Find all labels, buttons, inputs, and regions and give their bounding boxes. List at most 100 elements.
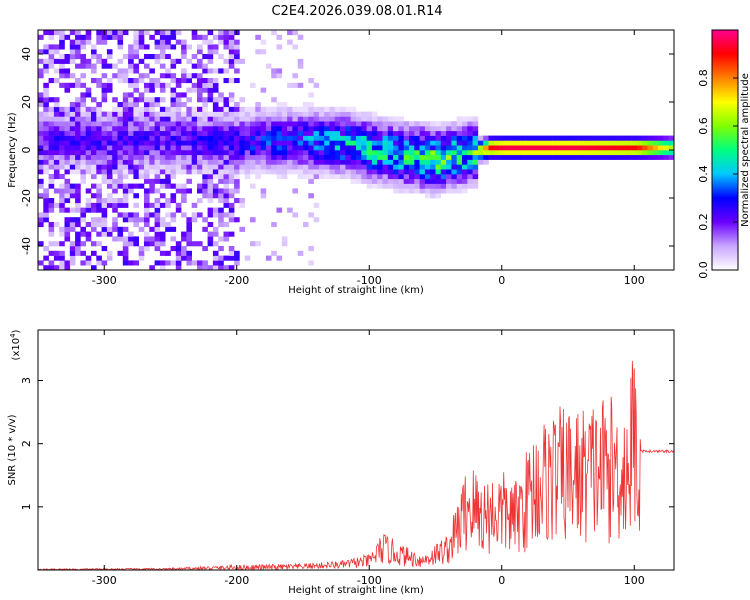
heatmap-cell — [371, 178, 378, 184]
heatmap-cell — [154, 222, 161, 228]
heatmap-cell — [255, 145, 261, 151]
heatmap-cell — [414, 150, 420, 156]
heatmap-cell — [446, 174, 452, 180]
heatmap-cell — [239, 106, 245, 112]
heatmap-cell — [218, 130, 224, 136]
heatmap-cell — [228, 212, 235, 218]
heatmap-cell — [48, 159, 55, 165]
heatmap-cell — [64, 183, 71, 189]
heatmap-cell — [271, 140, 277, 146]
heatmap-cell — [85, 92, 92, 98]
heatmap-cell — [43, 126, 49, 132]
heatmap-cell — [181, 246, 187, 252]
heatmap-cell — [154, 236, 161, 242]
heatmap-cell — [117, 169, 124, 175]
heatmap-cell — [223, 193, 230, 199]
heatmap-cell — [515, 145, 521, 151]
heatmap-cell — [191, 30, 198, 36]
heatmap-cell — [181, 250, 187, 256]
heatmap-cell — [48, 78, 55, 84]
heatmap-cell — [340, 135, 346, 141]
heatmap-cell — [435, 135, 442, 141]
heatmap-cell — [117, 150, 124, 156]
heatmap-cell — [175, 111, 182, 117]
heatmap-cell — [202, 183, 208, 189]
heatmap-cell — [128, 106, 134, 112]
heatmap-cell — [91, 154, 97, 160]
heatmap-cell — [265, 159, 272, 165]
heatmap-cell — [377, 150, 383, 156]
heatmap-cell — [80, 126, 86, 132]
heatmap-cell — [75, 164, 81, 170]
heatmap-cell — [250, 217, 256, 223]
heatmap-cell — [281, 111, 288, 117]
heatmap-cell — [377, 145, 383, 151]
heatmap-cell — [276, 174, 283, 180]
heatmap-cell — [91, 97, 97, 103]
heatmap-cell — [128, 159, 134, 165]
svg-text:(x104): (x104) — [9, 329, 22, 360]
heatmap-cell — [276, 207, 283, 213]
heatmap-cell — [218, 174, 224, 180]
heatmap-cell — [149, 54, 155, 60]
heatmap-cell — [223, 178, 230, 184]
heatmap-cell — [546, 154, 553, 160]
heatmap-cell — [605, 140, 611, 146]
heatmap-cell — [329, 111, 336, 117]
heatmap-cell — [53, 222, 60, 228]
heatmap-cell — [175, 145, 182, 151]
heatmap-cell — [138, 250, 145, 256]
heatmap-cell — [154, 231, 161, 237]
heatmap-cell — [271, 126, 277, 132]
heatmap-cell — [382, 150, 389, 156]
heatmap-cell — [197, 116, 203, 122]
heatmap-cell — [96, 130, 102, 136]
heatmap-cell — [446, 164, 452, 170]
heatmap-cell — [621, 150, 627, 156]
heatmap-cell — [106, 159, 113, 165]
heatmap-cell — [271, 106, 277, 112]
heatmap-cell — [186, 135, 192, 141]
colorbar-ticks: 0.00.20.40.60.8 — [697, 69, 738, 279]
heatmap-cell — [159, 121, 166, 127]
heatmap-cell — [292, 30, 298, 36]
heatmap-cell — [101, 169, 108, 175]
heatmap-cell — [525, 150, 532, 156]
heatmap-cell — [69, 193, 76, 199]
heatmap-cell — [207, 87, 214, 93]
heatmap-cell — [85, 260, 92, 266]
heatmap-cell — [96, 126, 102, 132]
heatmap-cell — [38, 164, 44, 170]
heatmap-cell — [250, 116, 256, 122]
heatmap-cell — [212, 121, 219, 127]
heatmap-cell — [101, 87, 108, 93]
heatmap-cell — [106, 164, 113, 170]
heatmap-cell — [265, 130, 272, 136]
heatmap-cell — [520, 145, 526, 151]
heatmap-cell — [594, 154, 601, 160]
heatmap-cell — [509, 140, 516, 146]
heatmap-cell — [446, 140, 452, 146]
heatmap-cell — [483, 140, 489, 146]
heatmap-cell — [159, 49, 166, 55]
heatmap-cell — [85, 87, 92, 93]
heatmap-cell — [234, 174, 240, 180]
heatmap-cell — [483, 135, 489, 141]
heatmap-cell — [212, 111, 219, 117]
heatmap-cell — [265, 135, 272, 141]
heatmap-cell — [101, 174, 108, 180]
heatmap-cell — [112, 116, 118, 122]
heatmap-cell — [122, 174, 129, 180]
heatmap-cell — [356, 121, 362, 127]
heatmap-cell — [202, 226, 208, 232]
heatmap-cell — [271, 169, 277, 175]
heatmap-cell — [138, 44, 145, 50]
heatmap-cell — [117, 78, 124, 84]
heatmap-cell — [48, 44, 55, 50]
heatmap-cell — [197, 188, 203, 194]
heatmap-cell — [403, 135, 410, 141]
heatmap-cell — [128, 183, 134, 189]
heatmap-cell — [175, 246, 182, 252]
heatmap-cell — [340, 164, 346, 170]
heatmap-cell — [440, 183, 447, 189]
